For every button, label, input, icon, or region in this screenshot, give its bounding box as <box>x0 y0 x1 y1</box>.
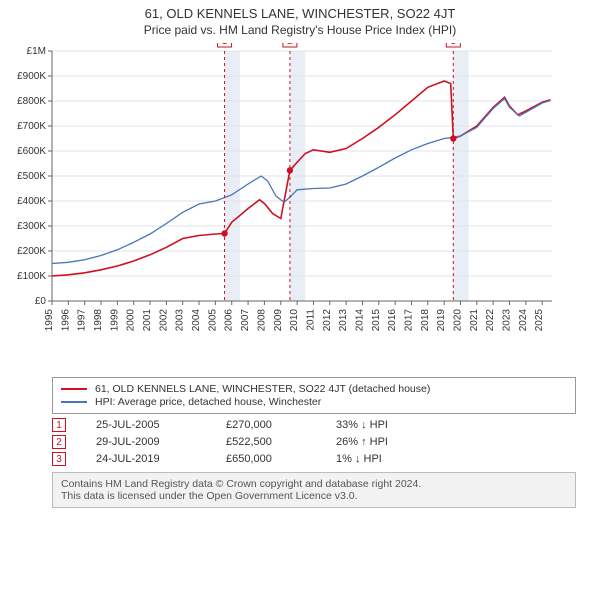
x-tick-label: 2013 <box>338 309 349 332</box>
legend-label: 61, OLD KENNELS LANE, WINCHESTER, SO22 4… <box>95 383 430 395</box>
legend-row: 61, OLD KENNELS LANE, WINCHESTER, SO22 4… <box>61 383 567 395</box>
events-table: 1 25-JUL-2005 £270,000 33% ↓ HPI 2 29-JUL-200… <box>52 418 576 466</box>
y-tick-label: £400K <box>17 196 46 207</box>
chart: £0 £100K £200K £300K £400K £500K £600K £700K £80… <box>6 43 594 371</box>
x-tick-label: 2001 <box>142 309 153 332</box>
event-marker-number: 1 <box>222 43 228 47</box>
legend: 61, OLD KENNELS LANE, WINCHESTER, SO22 4… <box>52 377 576 414</box>
event-marker-number: 2 <box>287 43 293 47</box>
legend-row: HPI: Average price, detached house, Winc… <box>61 396 567 408</box>
x-tick-label: 1996 <box>60 309 71 332</box>
x-tick-label: 2022 <box>485 309 496 332</box>
x-tick-label: 2000 <box>126 309 137 332</box>
event-date: 24-JUL-2019 <box>96 453 196 465</box>
x-tick-label: 2016 <box>387 309 398 332</box>
x-tick-label: 1999 <box>109 309 120 332</box>
x-tick-label: 2010 <box>289 309 300 332</box>
x-tick-label: 2023 <box>502 309 513 332</box>
event-number-box: 2 <box>52 435 66 449</box>
x-tick-label: 2009 <box>273 309 284 332</box>
x-tick-label: 2017 <box>403 309 414 332</box>
event-price: £522,500 <box>226 436 306 448</box>
x-tick-label: 2018 <box>420 309 431 332</box>
x-tick-label: 1995 <box>44 309 55 332</box>
x-tick-label: 2015 <box>371 309 382 332</box>
event-number-box: 3 <box>52 452 66 466</box>
chart-svg: £0 £100K £200K £300K £400K £500K £600K £700K £80… <box>6 43 566 371</box>
x-tick-label: 2004 <box>191 309 202 332</box>
x-tick-label: 2012 <box>322 309 333 332</box>
footer-line-2: This data is licensed under the Open Gov… <box>61 490 567 502</box>
x-tick-label: 2006 <box>224 309 235 332</box>
x-tick-label: 2008 <box>256 309 267 332</box>
title-address: 61, OLD KENNELS LANE, WINCHESTER, SO22 4… <box>6 6 594 21</box>
event-date: 25-JUL-2005 <box>96 419 196 431</box>
title-subtitle: Price paid vs. HM Land Registry's House … <box>6 23 594 37</box>
event-marker-point <box>221 230 227 236</box>
legend-swatch <box>61 401 87 403</box>
event-price: £270,000 <box>226 419 306 431</box>
event-hpi: 1% ↓ HPI <box>336 453 382 465</box>
x-tick-label: 2014 <box>354 309 365 332</box>
y-tick-label: £500K <box>17 171 46 182</box>
event-row: 2 29-JUL-2009 £522,500 26% ↑ HPI <box>52 435 576 449</box>
x-tick-label: 2005 <box>207 309 218 332</box>
y-tick-label: £800K <box>17 96 46 107</box>
y-tick-label: £0 <box>35 296 47 307</box>
y-tick-label: £900K <box>17 71 46 82</box>
y-tick-label: £700K <box>17 121 46 132</box>
event-hpi: 26% ↑ HPI <box>336 436 388 448</box>
x-tick-label: 1997 <box>77 309 88 332</box>
footer: Contains HM Land Registry data © Crown c… <box>52 472 576 508</box>
y-tick-label: £300K <box>17 221 46 232</box>
x-tick-label: 2025 <box>534 309 545 332</box>
y-tick-label: £600K <box>17 146 46 157</box>
x-tick-label: 2021 <box>469 309 480 332</box>
legend-label: HPI: Average price, detached house, Winc… <box>95 396 321 408</box>
x-tick-label: 2020 <box>452 309 463 332</box>
x-tick-label: 2011 <box>305 309 316 331</box>
y-tick-label: £100K <box>17 271 46 282</box>
event-date: 29-JUL-2009 <box>96 436 196 448</box>
x-tick-label: 2002 <box>158 309 169 332</box>
event-price: £650,000 <box>226 453 306 465</box>
event-number-box: 1 <box>52 418 66 432</box>
footer-line-1: Contains HM Land Registry data © Crown c… <box>61 478 567 490</box>
x-tick-label: 2019 <box>436 309 447 332</box>
x-tick-label: 2003 <box>175 309 186 332</box>
title-block: 61, OLD KENNELS LANE, WINCHESTER, SO22 4… <box>6 6 594 37</box>
x-tick-label: 1998 <box>93 309 104 332</box>
x-tick-label: 2024 <box>518 309 529 332</box>
event-row: 1 25-JUL-2005 £270,000 33% ↓ HPI <box>52 418 576 432</box>
x-tick-label: 2007 <box>240 309 251 332</box>
legend-swatch <box>61 388 87 390</box>
event-marker-number: 3 <box>451 43 457 47</box>
page: 61, OLD KENNELS LANE, WINCHESTER, SO22 4… <box>0 0 600 514</box>
y-tick-label: £1M <box>27 46 46 57</box>
y-tick-label: £200K <box>17 246 46 257</box>
event-row: 3 24-JUL-2019 £650,000 1% ↓ HPI <box>52 452 576 466</box>
event-hpi: 33% ↓ HPI <box>336 419 388 431</box>
event-marker-point <box>287 167 293 173</box>
event-marker-point <box>450 135 456 141</box>
